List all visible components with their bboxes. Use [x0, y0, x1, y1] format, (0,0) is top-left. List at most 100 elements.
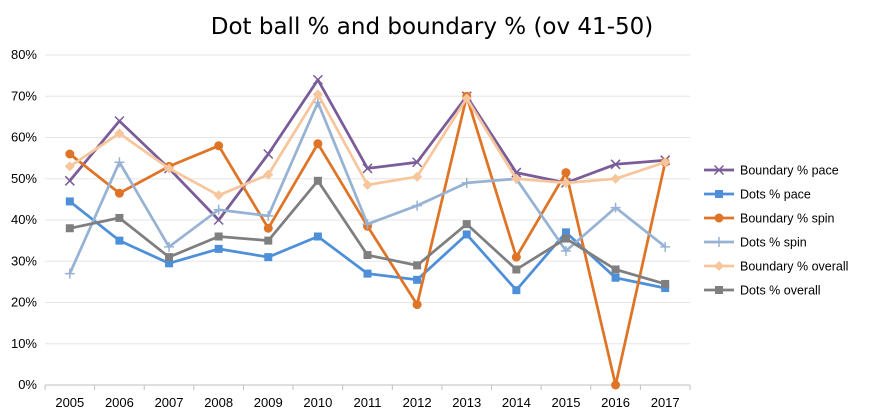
- x-tick-label: 2010: [303, 395, 332, 410]
- data-point: [263, 223, 273, 233]
- data-point: [64, 161, 75, 172]
- data-point: [561, 168, 571, 178]
- legend-item-boundary-pct-pace: Boundary % pace: [704, 164, 839, 178]
- legend-marker: [713, 164, 725, 176]
- data-point: [64, 268, 75, 279]
- series-dots-pct-pace: [65, 197, 670, 295]
- data-point: [114, 157, 125, 168]
- y-tick-label: 70%: [11, 88, 37, 103]
- legend-item-dots-pct-overall: Dots % overall: [704, 284, 821, 298]
- series-line-boundary-pct-pace: [68, 78, 666, 222]
- legend-marker: [715, 190, 723, 198]
- series-boundary-pct-overall: [64, 89, 671, 201]
- series-group: [64, 74, 671, 390]
- data-point: [611, 380, 621, 390]
- data-point: [263, 169, 274, 180]
- data-point: [164, 241, 175, 252]
- x-tick-label: 2008: [204, 395, 233, 410]
- data-point: [461, 93, 472, 104]
- data-point: [413, 261, 422, 270]
- y-tick-label: 60%: [11, 130, 37, 145]
- y-tick-label: 0%: [18, 377, 37, 392]
- data-point: [461, 177, 472, 188]
- data-point: [611, 273, 620, 282]
- legend-label: Dots % spin: [740, 236, 807, 250]
- y-tick-label: 80%: [11, 47, 37, 62]
- data-point: [412, 300, 422, 310]
- data-point: [661, 284, 670, 293]
- x-tick-label: 2015: [552, 395, 581, 410]
- data-point: [611, 265, 620, 274]
- legend-item-dots-pct-pace: Dots % pace: [704, 188, 811, 202]
- data-point: [610, 202, 621, 213]
- legend-marker: [715, 286, 723, 294]
- series-dots-pct-spin: [64, 97, 671, 279]
- data-point: [213, 204, 224, 215]
- data-point: [560, 177, 571, 188]
- y-tick-label: 40%: [11, 212, 37, 227]
- data-point: [165, 259, 174, 268]
- data-point: [660, 157, 671, 168]
- data-point: [661, 279, 670, 288]
- data-point: [65, 149, 75, 159]
- data-point: [263, 148, 274, 160]
- x-tick-label: 2009: [254, 395, 283, 410]
- legend-item-boundary-pct-spin: Boundary % spin: [704, 212, 835, 226]
- legend-label: Boundary % spin: [740, 212, 835, 226]
- x-tick-label: 2007: [155, 395, 184, 410]
- series-dots-pct-overall: [65, 176, 670, 288]
- data-point: [114, 115, 125, 127]
- data-point: [362, 219, 373, 230]
- data-point: [313, 139, 323, 149]
- x-tick-label: 2011: [354, 395, 382, 410]
- data-point: [263, 210, 274, 221]
- data-point: [560, 245, 571, 256]
- data-point: [214, 141, 224, 151]
- data-point: [114, 128, 125, 139]
- data-point: [264, 236, 273, 245]
- data-point: [362, 163, 373, 174]
- legend-label: Boundary % pace: [740, 164, 839, 178]
- data-point: [412, 157, 423, 168]
- data-point: [165, 253, 174, 262]
- data-point: [610, 173, 621, 184]
- data-point: [115, 236, 124, 245]
- x-tick-label: 2016: [601, 395, 630, 410]
- data-point: [512, 265, 521, 274]
- data-point: [312, 89, 323, 100]
- x-tick-label: 2005: [55, 395, 84, 410]
- data-point: [65, 197, 74, 206]
- y-tick-label: 10%: [11, 336, 37, 351]
- data-point: [264, 253, 273, 262]
- data-point: [214, 232, 223, 241]
- data-point: [511, 173, 522, 184]
- chart-title: Dot ball % and boundary % (ov 41-50): [211, 14, 653, 40]
- data-point: [213, 190, 224, 201]
- y-tick-label: 20%: [11, 295, 37, 310]
- data-point: [362, 179, 373, 190]
- data-point: [610, 159, 621, 170]
- legend-label: Dots % overall: [740, 284, 821, 298]
- x-tick-label: 2013: [452, 395, 481, 410]
- legend-label: Dots % pace: [740, 188, 811, 202]
- y-axis: 0% 10% 20% 30% 40% 50% 60% 70% 80%: [11, 47, 37, 392]
- y-tick-label: 50%: [11, 171, 37, 186]
- x-tick-label: 2017: [651, 395, 680, 410]
- data-point: [511, 252, 521, 262]
- legend-item-boundary-pct-overall: Boundary % overall: [704, 260, 848, 274]
- data-point: [363, 251, 372, 260]
- legend-item-dots-pct-spin: Dots % spin: [704, 236, 807, 250]
- data-point: [114, 188, 124, 198]
- x-tick-label: 2014: [502, 395, 531, 410]
- legend-marker: [714, 237, 724, 247]
- series-boundary-pct-pace: [64, 74, 671, 226]
- legend-marker: [714, 213, 724, 223]
- data-point: [65, 224, 74, 233]
- data-point: [363, 269, 372, 278]
- data-point: [214, 244, 223, 253]
- x-tick-label: 2006: [105, 395, 134, 410]
- data-point: [313, 232, 322, 241]
- data-point: [660, 241, 671, 252]
